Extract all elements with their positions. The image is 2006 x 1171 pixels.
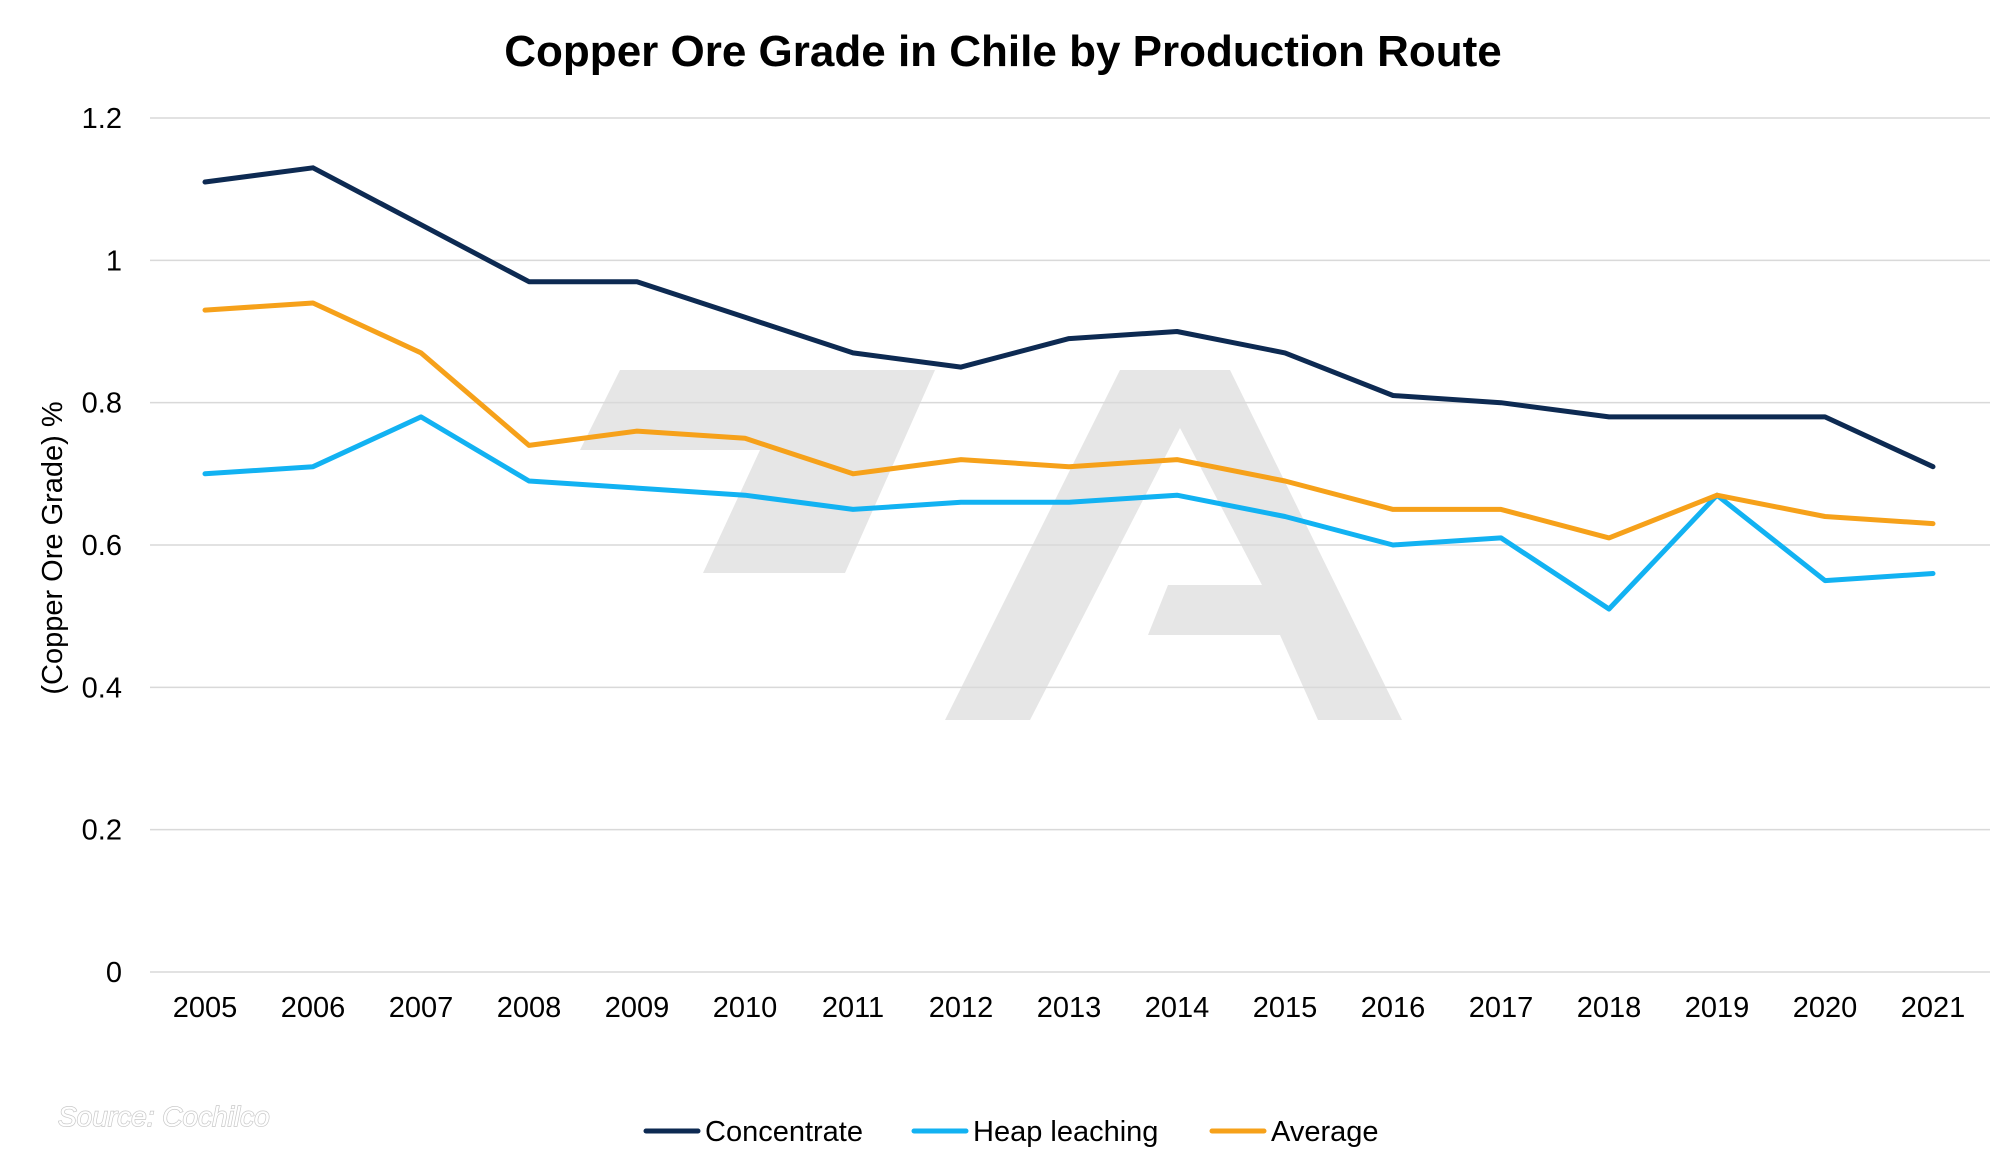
x-tick-label: 2006	[281, 992, 346, 1024]
series-lines	[202, 165, 1936, 612]
watermark-logo	[580, 370, 1402, 720]
y-tick-label: 1.2	[82, 103, 122, 135]
x-tick-label: 2013	[1037, 992, 1102, 1024]
series-line-average	[202, 300, 1936, 541]
x-tick-label: 2021	[1901, 992, 1966, 1024]
x-tick-label: 2020	[1793, 992, 1858, 1024]
legend: Concentrate Heap leaching Average	[643, 1116, 1379, 1148]
x-tick-label: 2014	[1145, 992, 1210, 1024]
y-axis-title: (Copper Ore Grade) %	[37, 401, 69, 694]
x-tick-label: 2011	[822, 992, 884, 1024]
y-axis-ticks: 0 0.2 0.4 0.6 0.8 1 1.2	[82, 103, 122, 989]
legend-label: Average	[1271, 1116, 1379, 1148]
legend-label: Heap leaching	[973, 1116, 1158, 1148]
y-tick-label: 0.6	[82, 530, 122, 562]
legend-label: Concentrate	[705, 1116, 863, 1148]
series-line-concentrate	[202, 165, 1936, 470]
y-tick-label: 0.2	[82, 815, 122, 847]
series-line-heap-leaching	[202, 414, 1936, 612]
legend-item: Heap leaching	[911, 1116, 1158, 1148]
y-tick-label: 1	[106, 245, 122, 277]
y-tick-label: 0.8	[82, 388, 122, 420]
x-tick-label: 2009	[605, 992, 670, 1024]
x-tick-label: 2005	[173, 992, 238, 1024]
y-tick-label: 0	[106, 957, 122, 989]
x-tick-label: 2018	[1577, 992, 1642, 1024]
x-tick-label: 2007	[389, 992, 454, 1024]
y-tick-label: 0.4	[82, 672, 122, 704]
x-tick-label: 2008	[497, 992, 562, 1024]
legend-item: Average	[1209, 1116, 1379, 1148]
gridlines	[150, 117, 1990, 973]
legend-item: Concentrate	[643, 1116, 863, 1148]
x-tick-label: 2017	[1469, 992, 1534, 1024]
x-tick-label: 2015	[1253, 992, 1318, 1024]
x-tick-label: 2010	[713, 992, 778, 1024]
x-tick-label: 2019	[1685, 992, 1750, 1024]
x-tick-label: 2012	[929, 992, 994, 1024]
x-axis-ticks: 2005 2006 2007 2008 2009 2010 2011 2012 2013 2014…	[173, 992, 1966, 1024]
x-tick-label: 2016	[1361, 992, 1426, 1024]
chart-title: Copper Ore Grade in Chile by Production …	[504, 27, 1501, 76]
source-note: Source: Cochilco	[58, 1101, 270, 1132]
